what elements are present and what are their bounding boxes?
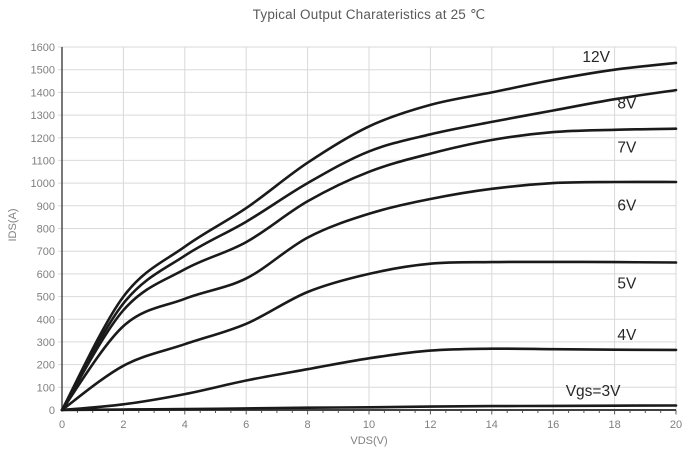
y-tick-label: 1200 [31,133,55,145]
y-tick-label: 1300 [31,110,55,122]
y-axis-title: IDS(A) [7,208,19,242]
y-tick-label: 0 [49,405,55,417]
x-tick-label: 4 [182,419,188,431]
series-label-vgs-5v: 5V [617,275,637,292]
y-tick-label: 900 [37,201,55,213]
x-tick-label: 0 [59,419,65,431]
y-tick-label: 1000 [31,178,55,190]
y-tick-label: 500 [37,292,55,304]
x-tick-label: 16 [547,419,559,431]
y-tick-label: 100 [37,382,55,394]
series-label-vgs-12v: 12V [582,49,610,66]
y-tick-label: 800 [37,224,55,236]
series-label-vgs-3v: Vgs=3V [566,383,621,400]
x-tick-label: 20 [670,419,682,431]
y-tick-label: 1400 [31,87,55,99]
series-label-vgs-8v: 8V [617,96,637,113]
x-tick-label: 14 [486,419,498,431]
curve-vgs-8v [60,88,678,412]
y-tick-label: 600 [37,269,55,281]
curve-vgs-5v [60,260,678,412]
x-tick-label: 10 [363,419,375,431]
x-axis-title: VDS(V) [350,435,388,447]
curve-vgs-3v [60,404,678,412]
curve-vgs-4v [60,347,678,412]
y-tick-label: 200 [37,360,55,372]
chart-title: Typical Output Charateristics at 25 ℃ [252,7,486,22]
x-tick-label: 18 [608,419,620,431]
curve-vgs-6v [60,180,678,412]
curve-vgs-12v [60,61,678,412]
x-tick-label: 8 [305,419,311,431]
y-tick-label: 700 [37,246,55,258]
y-tick-label: 400 [37,314,55,326]
y-tick-label: 1100 [31,155,55,167]
x-tick-label: 2 [120,419,126,431]
x-tick-label: 6 [243,419,249,431]
x-tick-label: 12 [424,419,436,431]
curve-vgs-7v [60,127,678,412]
y-tick-label: 300 [37,337,55,349]
y-tick-label: 1500 [31,65,55,77]
series-label-vgs-7v: 7V [617,139,637,156]
y-tick-label: 1600 [31,42,55,54]
series-label-vgs-6v: 6V [617,197,637,214]
series-label-vgs-4v: 4V [617,327,637,344]
